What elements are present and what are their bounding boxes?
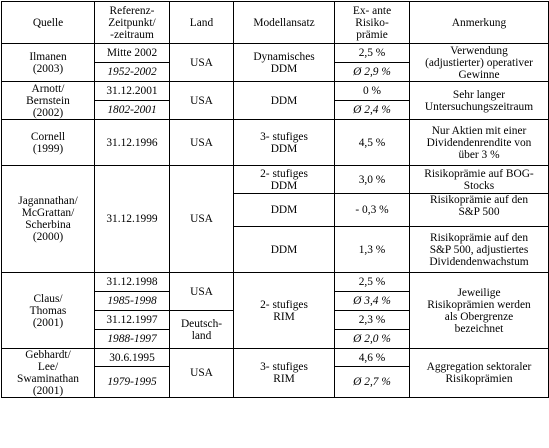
- anmerkung-cell: Risikoprämie auf den S&P 500, adjustierte…: [409, 226, 549, 273]
- modell-cell: DDM: [233, 193, 335, 227]
- header-anmerkung: Anmerkung: [409, 1, 549, 44]
- praemie-cell: 2,3 %: [334, 310, 410, 330]
- praemie-cell: - 0,3 %: [334, 193, 410, 227]
- praemie-cell: 4,6 %: [334, 347, 410, 368]
- quelle-cell: Arnott/Bernstein (2002): [1, 81, 95, 120]
- referenz-cell: 30.6.1995: [94, 347, 170, 368]
- zeitraum-cell: 1988-1997: [94, 329, 170, 349]
- referenz-cell: Mitte 2002: [94, 43, 170, 63]
- zeitraum-cell: 1802-2001: [94, 100, 170, 120]
- modell-cell: 2- stufiges DDM: [233, 165, 335, 194]
- header-quelle: Quelle: [1, 1, 95, 44]
- table-row: 31.12.1997 Deutsch-land 2,3 %: [2, 310, 549, 349]
- anmerkung-cell: Risikoprämie auf den S&P 500: [409, 193, 549, 227]
- modell-cell: 3- stufiges DDM: [233, 119, 335, 166]
- praemie-cell: 1,3 %: [334, 226, 410, 273]
- land-cell: USA: [169, 119, 234, 166]
- modell-cell: DDM: [233, 226, 335, 273]
- modell-cell: 2- stufiges RIM: [233, 272, 335, 349]
- land-cell: USA: [169, 165, 234, 273]
- zeitraum-cell: 1979-1995: [94, 366, 170, 398]
- table-row: 1988-1997 Ø 2,0 %: [2, 329, 549, 349]
- table-row: Jagannathan/McGrattan/Scherbina (2000) 31…: [1, 165, 549, 273]
- land-cell: Deutsch-land: [169, 310, 234, 349]
- praemie-avg-cell: Ø 2,4 %: [334, 100, 410, 120]
- anmerkung-cell: Risikoprämie auf BOG- Stocks: [409, 165, 549, 194]
- anmerkung-cell: Sehr langer Untersuchungszeitraum: [409, 81, 549, 120]
- header-risikopraemie: Ex- ante Risiko-prämie: [334, 1, 410, 44]
- land-cell: USA: [169, 81, 234, 120]
- praemie-avg-cell: Ø 2,9 %: [334, 62, 410, 82]
- praemie-cell: 3,0 %: [334, 165, 410, 194]
- zeitraum-cell: 1985-1998: [94, 291, 170, 311]
- modell-cell: DDM: [233, 81, 335, 120]
- land-cell: USA: [169, 272, 234, 311]
- praemie-avg-cell: Ø 3,4 %: [334, 291, 410, 311]
- table-row: Cornell (1999) 31.12.1996 USA 3- stufiges…: [1, 119, 549, 166]
- quelle-cell: Ilmanen (2003): [1, 43, 95, 82]
- table-row: Gebhardt/Lee/Swaminathan (2001) 30.6.1995…: [1, 347, 549, 398]
- table-row: Arnott/Bernstein (2002) 31.12.2001 USA DD…: [1, 81, 549, 120]
- table-row: Ilmanen (2003) Mitte 2002 USA Dynamisches…: [1, 43, 549, 82]
- quelle-cell: Cornell (1999): [1, 119, 95, 166]
- referenz-cell: 31.12.1997: [94, 310, 170, 330]
- table-row: Claus/Thomas (2001) 31.12.1998 USA 2- stu…: [1, 272, 549, 349]
- referenz-cell: 31.12.2001: [94, 81, 170, 101]
- praemie-cell: 2,5 %: [334, 43, 410, 63]
- land-cell: USA: [169, 43, 234, 82]
- table-row: DDM - 0,3 % Risikoprämie auf den S&P 500: [2, 193, 549, 227]
- header-modellansatz: Modellansatz: [233, 1, 335, 44]
- header-row: Quelle Referenz- Zeitpunkt/-zeitraum Land…: [1, 1, 549, 44]
- praemie-cell: 2,5 %: [334, 272, 410, 292]
- zeitraum-cell: 1952-2002: [94, 62, 170, 82]
- praemie-avg-cell: Ø 2,7 %: [334, 366, 410, 398]
- anmerkung-cell: Verwendung (adjustierter) operativer Gewin…: [409, 43, 549, 82]
- praemie-cell: 0 %: [334, 81, 410, 101]
- risk-premium-table: Quelle Referenz- Zeitpunkt/-zeitraum Land…: [1, 1, 549, 398]
- land-cell: USA: [169, 348, 234, 398]
- anmerkung-cell: Jeweilige Risikoprämien werden als Obergre…: [409, 272, 549, 349]
- referenz-cell: 31.12.1998: [94, 272, 170, 292]
- referenz-cell: 31.12.1996: [94, 119, 170, 166]
- quelle-cell: Gebhardt/Lee/Swaminathan (2001): [1, 348, 95, 398]
- praemie-avg-cell: Ø 2,0 %: [334, 329, 410, 349]
- anmerkung-cell: Nur Aktien mit einer Dividendenrendite vo…: [409, 119, 549, 166]
- header-land: Land: [169, 1, 234, 44]
- anmerkung-cell: Aggregation sektoraler Risikoprämien: [409, 348, 549, 398]
- quelle-cell: Claus/Thomas (2001): [1, 272, 95, 349]
- modell-cell: Dynamisches DDM: [233, 43, 335, 82]
- referenz-cell: 31.12.1999: [94, 165, 170, 273]
- modell-cell: 3- stufiges RIM: [233, 348, 335, 398]
- header-referenz: Referenz- Zeitpunkt/-zeitraum: [94, 1, 170, 44]
- quelle-cell: Jagannathan/McGrattan/Scherbina (2000): [1, 165, 95, 273]
- table-row: 1979-1995 Ø 2,7 %: [2, 366, 549, 398]
- praemie-cell: 4,5 %: [334, 119, 410, 166]
- table-row: 1985-1998 Ø 3,4 %: [2, 291, 549, 311]
